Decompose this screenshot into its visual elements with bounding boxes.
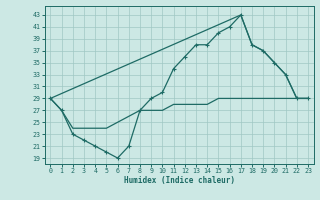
X-axis label: Humidex (Indice chaleur): Humidex (Indice chaleur)	[124, 176, 235, 185]
